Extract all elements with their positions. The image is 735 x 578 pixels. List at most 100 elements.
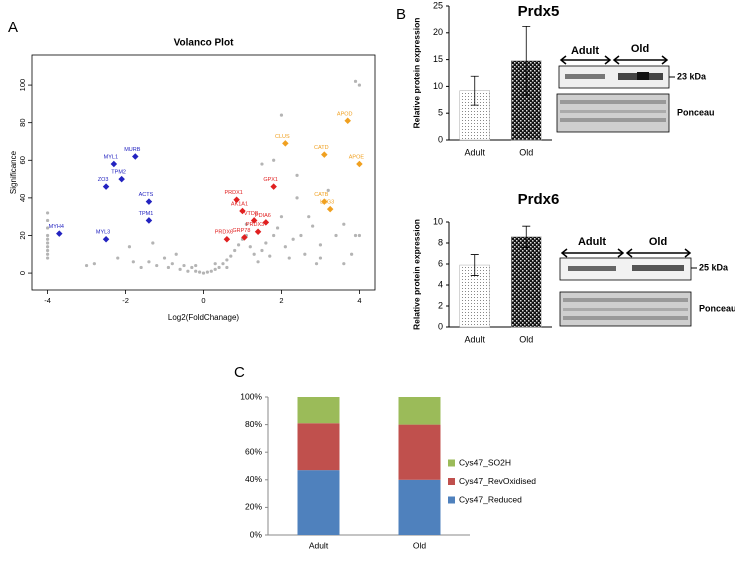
- point: [270, 183, 277, 190]
- point: [342, 222, 346, 226]
- point: [118, 175, 125, 183]
- y-tick-label: 10: [433, 81, 443, 91]
- point: [45, 233, 50, 238]
- point: [147, 260, 151, 264]
- point: [262, 219, 270, 226]
- point: [279, 113, 284, 117]
- bar-segment: [297, 423, 340, 471]
- point: [233, 196, 240, 204]
- bar: [511, 236, 542, 328]
- point: [357, 233, 362, 238]
- point: [244, 222, 248, 226]
- point: [102, 183, 110, 190]
- point: [353, 79, 358, 83]
- point: [275, 226, 280, 230]
- y-tick-label: 60%: [245, 446, 262, 456]
- x-tick-label: Adult: [464, 334, 485, 344]
- error-bar: [470, 254, 479, 276]
- point: [254, 228, 262, 235]
- point: [299, 233, 303, 238]
- y-tick-label: 4: [438, 279, 443, 289]
- point-label: MYL3: [96, 230, 110, 236]
- y-tick-label: 80: [18, 119, 27, 127]
- blot: Adult Old 25 kDa Ponceau: [559, 236, 735, 327]
- point: [209, 269, 213, 273]
- point: [334, 233, 338, 238]
- point: [127, 245, 132, 249]
- point-label: PRDX3: [246, 222, 264, 228]
- point: [264, 241, 268, 245]
- point: [174, 252, 178, 256]
- point-label: CLUS: [275, 134, 290, 140]
- plot-frame: [31, 54, 376, 291]
- x-tick-label: 4: [357, 296, 361, 305]
- blot-group: Old: [649, 236, 667, 248]
- x-axis-label: Log2(FoldChanage): [168, 313, 239, 322]
- point: [229, 254, 233, 258]
- point: [303, 252, 307, 256]
- blot-stain: Ponceau: [677, 107, 715, 117]
- point: [311, 224, 315, 228]
- x-tick-label: Old: [519, 147, 533, 157]
- point: [283, 245, 287, 249]
- point: [260, 248, 264, 253]
- point: [155, 263, 159, 268]
- point-label: CATB: [314, 192, 329, 198]
- legend-swatch: [448, 478, 455, 485]
- legend-swatch: [448, 496, 455, 504]
- chart-title: Volanco Plot: [174, 38, 234, 49]
- point: [45, 226, 50, 230]
- error-bar: [522, 225, 531, 248]
- y-tick-label: 15: [433, 54, 443, 64]
- y-tick-label: 80%: [245, 419, 262, 429]
- point: [92, 262, 96, 266]
- point: [225, 258, 229, 262]
- point: [252, 252, 256, 256]
- point: [295, 196, 299, 200]
- blot-stain: Ponceau: [699, 303, 735, 313]
- bar-segment: [398, 424, 441, 480]
- panel-label: C: [234, 364, 245, 381]
- y-tick-label: 0: [18, 271, 27, 275]
- point: [102, 235, 110, 243]
- point: [194, 263, 198, 268]
- blot-band: 23 kDa: [677, 71, 707, 81]
- point-label: APOD: [337, 111, 353, 117]
- point: [56, 230, 63, 237]
- y-axis-label: Significance: [9, 150, 18, 194]
- y-tick-label: 8: [438, 237, 443, 247]
- point: [205, 270, 209, 274]
- bar-segment: [297, 470, 340, 535]
- blot-group: Adult: [571, 45, 599, 57]
- point: [236, 243, 241, 247]
- point: [45, 211, 50, 215]
- point-label: AK1A1: [231, 201, 248, 207]
- point-label: GRP78: [232, 228, 250, 234]
- point-label: TPM2: [111, 170, 126, 176]
- point: [45, 252, 50, 256]
- point: [248, 245, 252, 249]
- y-tick-label: 10: [433, 216, 443, 226]
- point: [250, 217, 258, 224]
- y-tick-label: 6: [438, 258, 443, 268]
- point: [198, 270, 202, 274]
- point: [45, 237, 50, 241]
- blot-group: Adult: [578, 236, 606, 248]
- point: [260, 162, 264, 166]
- y-tick-label: 60: [18, 156, 27, 164]
- y-tick-label: 100%: [240, 391, 262, 401]
- point: [139, 265, 143, 270]
- y-tick-label: 0%: [250, 529, 263, 539]
- point: [344, 117, 351, 125]
- point: [287, 256, 291, 260]
- point: [291, 237, 295, 241]
- point: [145, 198, 153, 205]
- point: [279, 215, 284, 219]
- x-tick-label: Adult: [309, 540, 329, 550]
- legend-label: Cys47_RevOxidised: [459, 476, 536, 486]
- point: [350, 252, 354, 256]
- bar-segment: [297, 397, 340, 424]
- point-label: PRDX6: [215, 230, 233, 236]
- point: [45, 248, 50, 253]
- y-tick-label: 5: [438, 108, 443, 118]
